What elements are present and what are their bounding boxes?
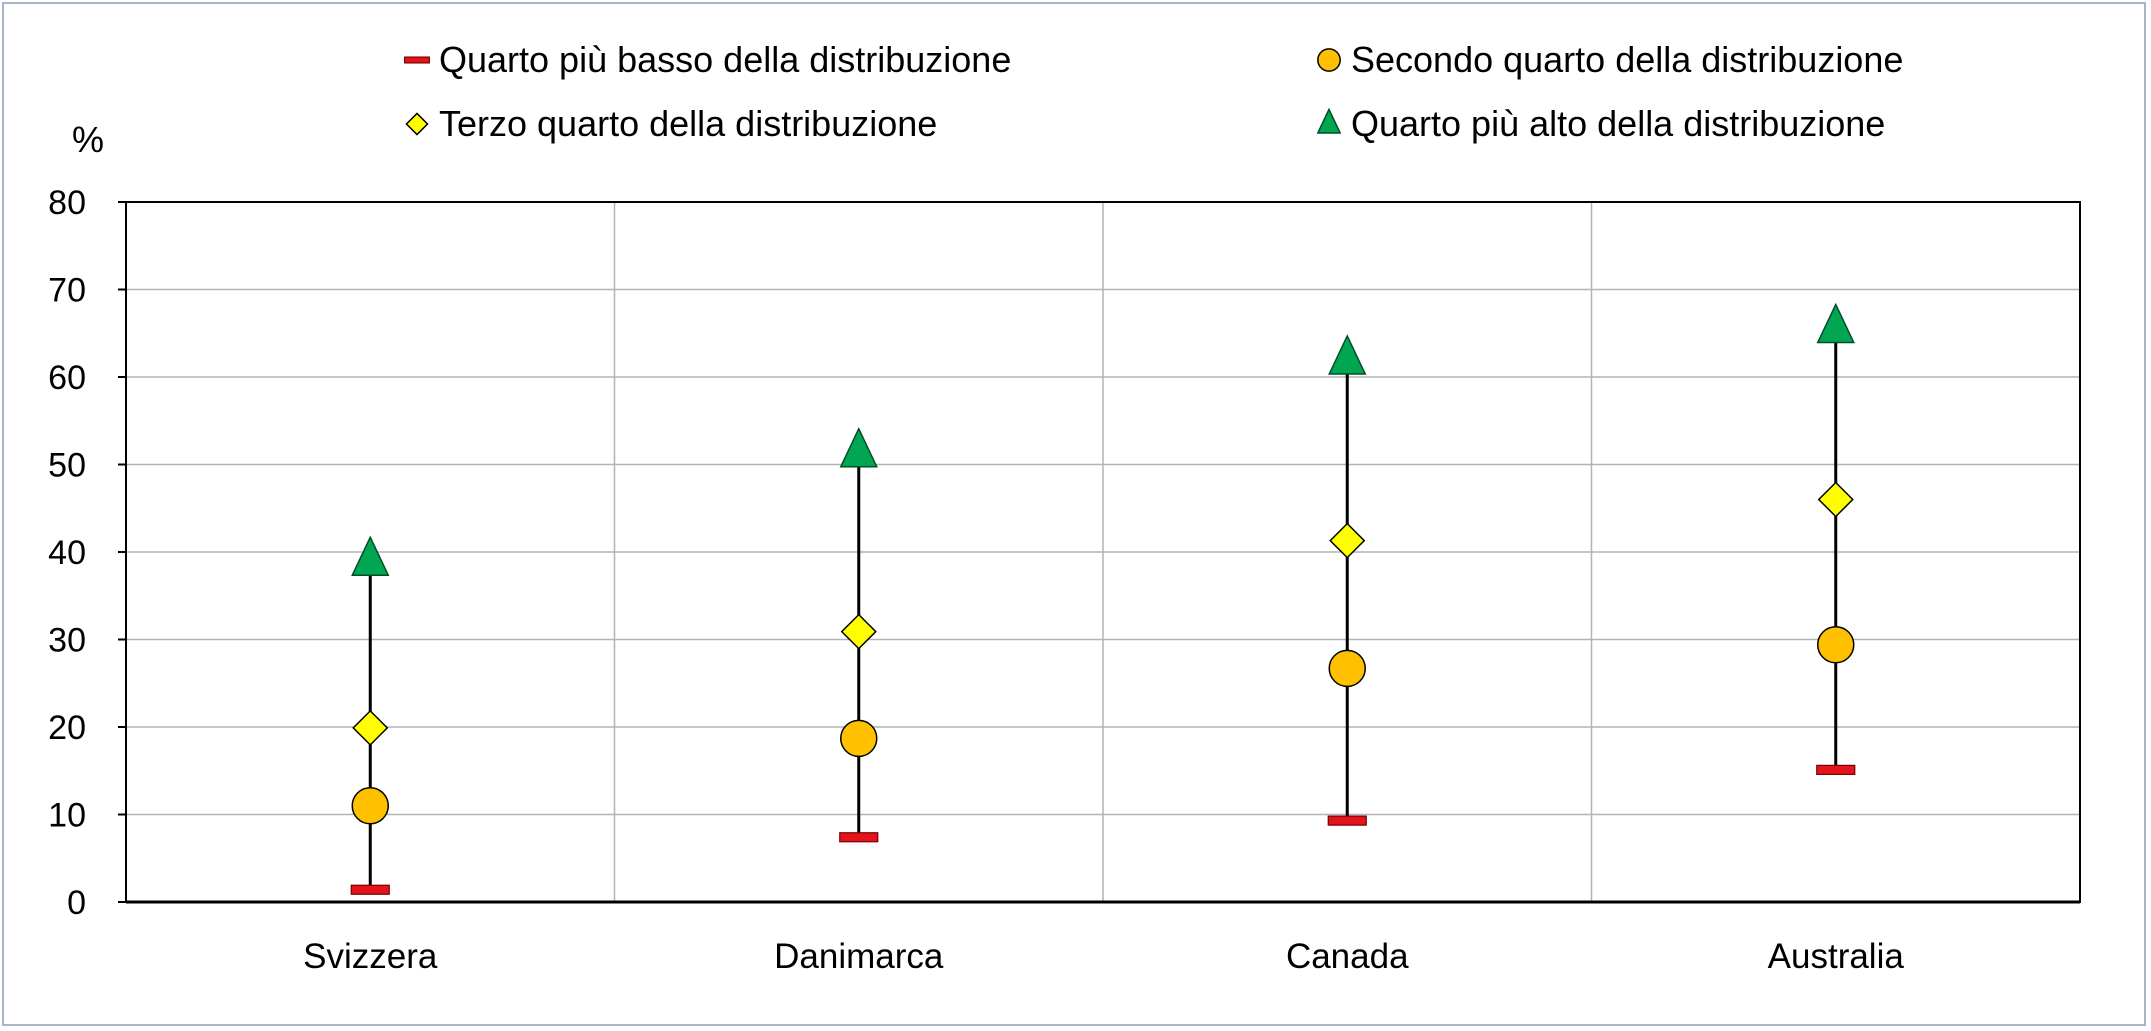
y-tick-label: 40: [48, 534, 86, 572]
y-tick-label: 20: [48, 709, 86, 747]
data-point-diamond: [352, 709, 389, 746]
data-point-triangle: [1328, 334, 1367, 375]
legend-item: Terzo quarto della distribuzione: [405, 103, 937, 144]
legend-marker-diamond: [405, 112, 429, 136]
x-category-labels: Svizzera Danimarca Canada Australia: [303, 937, 1904, 976]
legend-label: Quarto più alto della distribuzione: [1351, 103, 1885, 144]
y-tick-label: 60: [48, 359, 86, 397]
data-markers: [350, 302, 1856, 895]
y-tick-labels: 0 10 20 30 40 50 60 70 80: [48, 184, 86, 922]
y-tick-label: 10: [48, 797, 86, 835]
y-tick-label: 80: [48, 184, 86, 222]
legend-item: Quarto più basso della distribuzione: [404, 39, 1011, 80]
data-point-dash: [1816, 764, 1856, 775]
y-unit-label: %: [72, 119, 104, 160]
data-point-diamond: [1817, 481, 1854, 518]
legend-marker-circle: [1317, 48, 1341, 72]
y-tick-label: 30: [48, 622, 86, 660]
y-tick-label: 0: [67, 884, 86, 922]
data-point-dash: [839, 832, 879, 843]
x-category-label: Canada: [1286, 937, 1409, 976]
data-point-diamond: [840, 613, 877, 650]
data-point-triangle: [839, 426, 878, 468]
data-point-circle: [1817, 626, 1855, 664]
data-point-dash: [1327, 815, 1367, 826]
data-point-circle: [351, 787, 389, 825]
y-tick-label: 50: [48, 447, 86, 485]
legend-marker-triangle: [1316, 107, 1342, 134]
legend-item: Secondo quarto della distribuzione: [1317, 39, 1903, 80]
x-category-label: Australia: [1768, 937, 1905, 976]
legend-marker-dash: [404, 56, 430, 64]
data-point-dash: [350, 884, 390, 895]
legend-item: Quarto più alto della distribuzione: [1316, 103, 1885, 144]
data-point-diamond: [1329, 522, 1366, 559]
data-point-circle: [840, 719, 878, 758]
legend-label: Secondo quarto della distribuzione: [1351, 39, 1903, 80]
y-tick-label: 70: [48, 272, 86, 310]
legend-label: Terzo quarto della distribuzione: [439, 103, 937, 144]
data-point-triangle: [1816, 302, 1855, 344]
legend-label: Quarto più basso della distribuzione: [439, 39, 1011, 80]
axes: [125, 201, 2081, 904]
x-category-label: Danimarca: [774, 937, 944, 976]
legend: Quarto più basso della distribuzione Seco…: [404, 39, 1903, 144]
data-point-circle: [1328, 649, 1366, 688]
x-category-label: Svizzera: [303, 937, 438, 976]
data-point-triangle: [351, 535, 390, 576]
